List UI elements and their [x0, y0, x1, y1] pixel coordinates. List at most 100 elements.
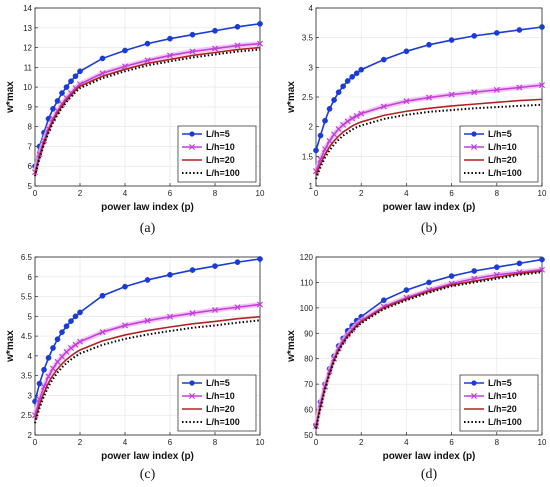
data-point	[54, 336, 61, 343]
y-tick-label: 7	[28, 142, 33, 151]
legend: L/h=5 L/h=10 L/h=20 L/h=100	[177, 374, 257, 432]
y-tick-label: 2.5	[302, 93, 314, 102]
data-point	[425, 94, 433, 101]
x-tick-label: 6	[449, 189, 454, 198]
y-tick-label: 5	[28, 182, 33, 191]
data-point	[234, 42, 241, 49]
data-point	[403, 48, 410, 55]
x-tick-label: 6	[168, 189, 173, 198]
legend-item: L/h=10	[464, 391, 517, 401]
series-line	[34, 46, 261, 175]
data-point	[426, 41, 432, 48]
legend-item: L/h=5	[182, 378, 230, 388]
data-point	[326, 137, 333, 144]
x-tick-label: 10	[538, 189, 547, 198]
data-point	[54, 358, 61, 365]
data-point	[471, 33, 478, 39]
data-point	[358, 66, 365, 73]
legend-marker	[471, 380, 477, 386]
y-tick-label: 14	[23, 4, 32, 13]
legend-marker	[471, 131, 477, 137]
legend: L/h=5 L/h=10 L/h=20 L/h=100	[459, 125, 539, 183]
series-L/h=10	[31, 40, 264, 176]
y-tick-label: 5	[28, 312, 33, 321]
data-point	[257, 256, 263, 262]
data-point	[403, 98, 410, 105]
y-tick-label: 4.5	[21, 332, 33, 341]
data-point	[76, 338, 84, 345]
data-point	[234, 23, 241, 30]
data-point	[189, 310, 196, 317]
y-axis-label: w*max	[286, 330, 297, 363]
legend-label: L/h=10	[206, 391, 235, 401]
series-L/h=20	[315, 98, 543, 176]
data-point	[45, 373, 52, 380]
data-point	[211, 306, 219, 314]
legend-marker	[189, 380, 195, 386]
data-point	[50, 345, 56, 351]
data-point	[63, 323, 70, 330]
y-tick-label: 120	[300, 253, 314, 262]
data-point	[189, 31, 196, 38]
data-point	[189, 267, 196, 273]
data-point	[45, 355, 52, 361]
data-point	[448, 91, 455, 98]
x-tick-label: 2	[78, 189, 83, 198]
y-tick-label: 1.5	[302, 152, 314, 161]
y-tick-label: 100	[300, 304, 314, 313]
y-tick-label: 4	[309, 4, 314, 13]
y-tick-label: 2	[28, 431, 33, 440]
data-point	[493, 86, 500, 93]
legend-item: L/h=5	[464, 378, 512, 388]
data-point	[448, 37, 455, 43]
legend-item: L/h=100	[464, 168, 522, 178]
data-point	[77, 68, 83, 75]
legend-marker	[188, 392, 196, 400]
data-point	[539, 24, 545, 30]
y-tick-label: 6.5	[21, 253, 33, 262]
data-point	[144, 57, 151, 64]
data-point	[403, 287, 410, 293]
data-point	[77, 309, 83, 316]
data-point	[212, 263, 218, 269]
y-tick-label: 50	[304, 431, 313, 440]
data-point	[72, 73, 79, 80]
data-point	[471, 89, 478, 96]
legend-item: L/h=100	[182, 168, 240, 178]
legend-item: L/h=20	[182, 155, 235, 165]
x-axis-label: power law index (p)	[383, 202, 476, 213]
data-point	[256, 40, 264, 47]
data-point	[167, 271, 173, 278]
series-L/h=5	[313, 24, 545, 154]
legend-marker	[470, 143, 478, 151]
panel-label: (c)	[140, 467, 156, 482]
series-L/h=100	[34, 319, 261, 424]
x-tick-label: 6	[449, 438, 454, 447]
chart-panel-2: 1 1.5 2 2.5 3 3.5 4 0 2 4 6 8 10 power law index (p) w…	[286, 4, 547, 236]
data-point	[54, 98, 61, 104]
x-tick-label: 0	[33, 189, 38, 198]
plot-frame	[34, 7, 261, 187]
series-line	[34, 319, 261, 424]
legend-item: L/h=20	[464, 404, 517, 414]
data-point	[331, 97, 337, 103]
legend-label: L/h=100	[206, 168, 240, 178]
data-point	[331, 131, 338, 138]
y-tick-label: 3.5	[302, 34, 314, 43]
data-point	[539, 256, 545, 263]
plot-frame	[34, 256, 261, 436]
x-tick-label: 8	[213, 438, 218, 447]
legend-item: L/h=20	[464, 155, 517, 165]
y-tick-label: 80	[304, 355, 313, 364]
data-point	[36, 380, 43, 387]
legend-item: L/h=10	[182, 142, 235, 152]
data-point	[67, 90, 75, 97]
legend-label: L/h=100	[206, 417, 240, 427]
series-L/h=20	[34, 46, 261, 175]
x-tick-label: 0	[33, 438, 38, 447]
x-tick-label: 4	[123, 189, 128, 198]
data-point	[448, 273, 455, 279]
